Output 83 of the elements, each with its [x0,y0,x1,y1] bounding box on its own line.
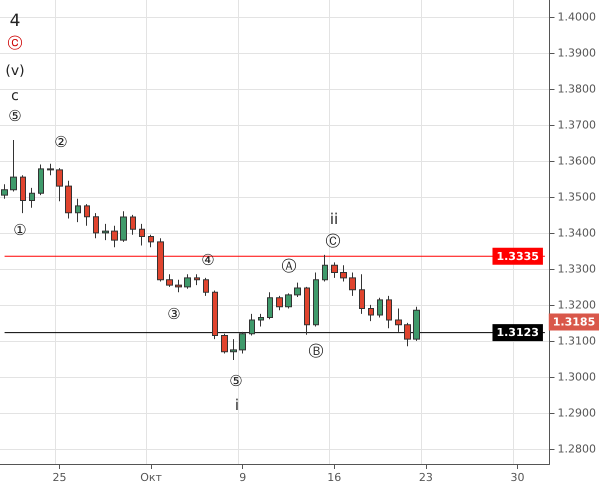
annotation: Ⓐ [282,257,296,275]
annotation: ④ [201,251,215,269]
y-tick-label: 1.3400 [558,226,596,240]
ref-line-label: 1.3123 [496,326,539,340]
ref-line-label: 1.3335 [496,250,539,263]
candlestick [47,163,54,176]
candlestick [65,180,72,219]
candlestick [294,282,301,298]
candlestick [175,279,182,293]
candlestick [56,168,63,202]
candlestick [368,304,374,322]
candlestick [157,238,164,282]
y-tick-label: 1.2800 [558,442,596,456]
candlestick [404,322,411,347]
candlestick [148,234,154,248]
y-tick-label: 1.3800 [558,82,596,96]
annotation: i [234,396,240,414]
y-tick-label: 1.3100 [558,334,596,348]
y-tick-label: 1.3700 [558,118,596,132]
candlestick [212,290,218,340]
y-tick-label: 1.3900 [558,46,596,60]
annotation: ① [13,221,27,239]
annotation: ii [330,210,338,228]
candlestick [377,297,383,318]
candlestick [267,292,273,320]
candlestick [258,313,264,327]
x-tick-label: 25 [52,471,67,484]
candlestick [395,308,402,332]
candlestick [1,184,8,200]
x-tick-label: 16 [327,471,342,484]
annotation: ⑤ [8,107,22,125]
y-tick-label: 1.3300 [558,262,596,276]
y-tick-label: 1.3000 [558,370,596,384]
annotation: 4 [10,11,20,31]
annotation: (v) [5,63,25,79]
candlestick [285,292,292,309]
candlestick [10,140,17,192]
y-tick-label: 1.3600 [558,154,596,168]
candlestick [386,295,392,329]
text: 1.3185 [552,316,596,328]
candlestick [230,338,237,360]
candlestick [276,295,283,311]
candlestick [111,225,118,248]
candlestick [20,174,26,214]
candlestick [413,306,420,342]
candlestick [340,264,347,282]
candlestick [130,214,136,236]
annotation: ② [54,133,68,151]
candlestick [331,262,338,278]
candlestick [120,210,127,242]
y-tick-label: 1.3200 [558,298,596,312]
candlestick [102,223,109,241]
candlestick [166,274,173,288]
candlestick [239,331,246,354]
annotation: ③ [167,305,181,323]
candlestick [194,274,200,286]
annotation: Ⓒ [326,232,340,250]
candlestick [84,204,90,226]
y-tick-label: 1.3500 [558,190,596,204]
candlestick [221,333,228,354]
x-tick-label: 23 [418,471,433,484]
annotation: Ⓑ [308,342,324,360]
y-tick-label: 1.4000 [558,10,596,24]
candlestick [203,277,209,296]
candlestick [139,223,145,246]
candlestick [304,286,310,336]
candlestick [359,274,365,314]
candlestick [75,198,81,223]
annotation: c [11,88,19,104]
candlestick [29,187,35,208]
candlestick [349,272,356,296]
annotation: ⑤ [229,372,243,390]
x-tick-label: 9 [239,471,246,484]
x-tick-label: Окт [140,471,163,484]
x-tick-label: 30 [510,471,524,484]
y-tick-label: 1.2900 [558,406,596,420]
candlestick [313,272,319,327]
candlestick [184,274,191,290]
candlestick [249,313,255,336]
candlestick [322,254,328,282]
candlestick [93,212,99,239]
annotation: ⓒ [8,34,22,52]
candlestick [38,164,44,196]
